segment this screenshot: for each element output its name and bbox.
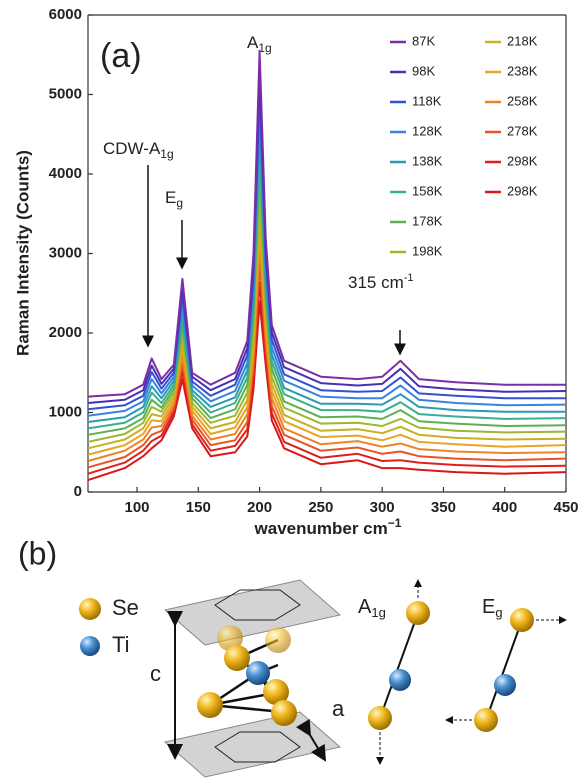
legend-label: 298K (507, 183, 538, 198)
x-tick-label: 400 (492, 499, 517, 516)
y-tick-label: 2000 (49, 324, 82, 341)
plane (163, 711, 342, 778)
mode-label: A1g (358, 596, 386, 620)
y-tick-label: 1000 (49, 403, 82, 420)
se-atom (217, 625, 243, 651)
y-tick-label: 6000 (49, 6, 82, 23)
se-atom (510, 608, 534, 632)
x-tick-label: 350 (431, 499, 456, 516)
x-label-sup: −1 (388, 516, 402, 530)
mode-sub: g (495, 605, 502, 620)
annotation-sub: 1g (160, 147, 173, 161)
x-tick-label: 100 (125, 499, 150, 516)
annotation: CDW-A1g (103, 139, 174, 161)
series-line (87, 242, 567, 462)
chart: Raman Intensity (Counts) wavenumber cm−1… (13, 6, 578, 539)
y-tick-label: 0 (74, 483, 82, 500)
legend-label: 128K (412, 123, 443, 138)
x-label-text: wavenumber cm (254, 519, 388, 538)
legend-label: 158K (412, 183, 443, 198)
a-arrow (295, 718, 327, 762)
hexagon (214, 589, 301, 621)
se-atom (224, 645, 250, 671)
series-line (87, 49, 566, 398)
series-line (87, 68, 567, 404)
legend-label: Ti (112, 632, 130, 657)
legend-label: 218K (507, 33, 538, 48)
legend-label: 298K (507, 153, 538, 168)
legend-label: 87K (412, 33, 435, 48)
legend-label: 238K (507, 63, 538, 78)
annotation: (a) (100, 37, 142, 75)
legend-label: 118K (412, 93, 442, 108)
mode-label: Eg (482, 596, 503, 620)
ti-atom (389, 669, 411, 691)
panel-label: (b) (18, 535, 57, 571)
y-tick-label: 5000 (49, 85, 82, 102)
annotation-sub: 1g (258, 41, 271, 55)
se-atom (197, 692, 223, 718)
se-icon (79, 598, 101, 620)
y-tick-label: 3000 (49, 244, 82, 261)
ti-atom (494, 674, 516, 696)
se-atom (474, 708, 498, 732)
x-tick-label: 150 (186, 499, 211, 516)
legend-label: Se (112, 595, 139, 620)
x-tick-label: 250 (308, 499, 333, 516)
annotation-text: CDW-A (103, 139, 161, 158)
se-atom (265, 627, 291, 653)
ti-atom (246, 661, 270, 685)
annotation-text: E (165, 188, 176, 207)
mode-text: A (358, 596, 372, 618)
mode-sub: 1g (371, 605, 385, 620)
x-label: wavenumber cm−1 (254, 516, 402, 538)
y-label: Raman Intensity (Counts) (13, 150, 32, 356)
se-atom (263, 679, 289, 705)
bond (485, 619, 523, 721)
c-label: c (150, 661, 161, 686)
se-atom (406, 601, 430, 625)
legend-label: 178K (412, 213, 443, 228)
annotation-text: 315 cm (348, 273, 404, 292)
bond (379, 612, 419, 719)
annotation-sub: g (176, 196, 183, 210)
annotation-sup: -1 (404, 272, 414, 284)
annotation-text: A (247, 33, 259, 52)
x-tick-label: 300 (370, 499, 395, 516)
legend-label: 198K (412, 243, 443, 258)
x-tick-label: 450 (553, 499, 578, 516)
mode-text: E (482, 596, 495, 618)
x-tick-label: 200 (247, 499, 272, 516)
se-atom (271, 700, 297, 726)
legend-label: 278K (507, 123, 538, 138)
legend-label: 138K (412, 153, 443, 168)
series-line (87, 87, 566, 411)
a-label: a (332, 696, 345, 721)
annotation: A1g (247, 33, 272, 55)
ti-icon (80, 636, 100, 656)
annotation: 315 cm-1 (348, 272, 414, 293)
legend-label: 258K (507, 93, 538, 108)
y-tick-label: 4000 (49, 165, 82, 182)
legend-label: 98K (412, 63, 435, 78)
se-atom (368, 706, 392, 730)
diagram: (b) Se Ti c a A1g Eg (18, 535, 567, 778)
annotation: Eg (165, 188, 183, 210)
series-line (87, 223, 567, 456)
